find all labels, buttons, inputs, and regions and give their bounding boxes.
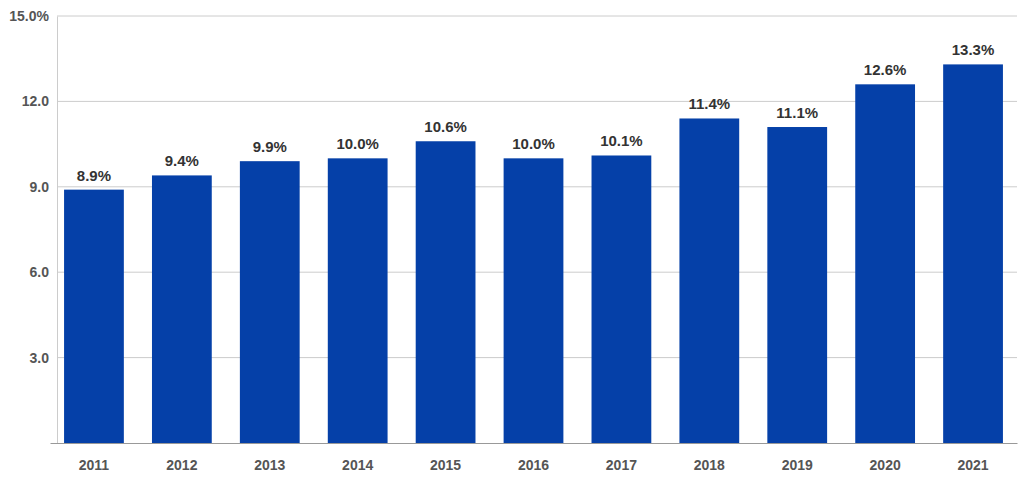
- x-axis-line: [51, 443, 1018, 444]
- bar: [152, 175, 212, 443]
- x-tick: 2017: [606, 457, 637, 473]
- bar: [679, 118, 739, 443]
- bar: [416, 141, 476, 443]
- data-label: 10.1%: [600, 132, 643, 149]
- bar: [240, 161, 300, 443]
- x-tick-label: 2016: [518, 457, 549, 473]
- x-tick-label: 2013: [254, 457, 285, 473]
- x-tick: 2019: [782, 457, 813, 473]
- data-label: 10.0%: [512, 135, 555, 152]
- y-tick: 12.0: [22, 93, 49, 109]
- x-tick: 2016: [518, 457, 549, 473]
- x-tick-label: 2014: [342, 457, 373, 473]
- x-tick-label: 2020: [870, 457, 901, 473]
- data-labels: 8.9% 9.4% 9.9% 10.0% 10.6% 10.0% 10.1% 11.4% 11.…: [77, 41, 994, 183]
- x-tick: 2015: [430, 457, 461, 473]
- bar: [943, 64, 1003, 443]
- data-label: 11.1%: [776, 104, 818, 121]
- y-tick: 3.0: [30, 350, 50, 366]
- y-tick: 15.0%: [9, 8, 49, 24]
- data-label: 11.4%: [688, 95, 730, 112]
- data-label: 9.4%: [165, 152, 199, 169]
- y-tick-label: 9.0: [30, 179, 50, 195]
- x-tick-label: 2011: [79, 457, 110, 473]
- x-tick-label: 2017: [606, 457, 637, 473]
- bar: [767, 127, 827, 443]
- y-tick-label: 12.0: [22, 93, 49, 109]
- x-tick: 2020: [870, 457, 901, 473]
- bar: [504, 158, 564, 443]
- data-label: 10.6%: [424, 118, 467, 135]
- y-tick: 9.0: [30, 179, 50, 195]
- bar: [328, 158, 388, 443]
- x-tick: 2014: [342, 457, 373, 473]
- bar: [592, 155, 652, 443]
- y-tick-label: 15.0%: [9, 8, 49, 24]
- y-axis: 3.0 6.0 9.0 12.0 15.0%: [9, 8, 57, 444]
- x-tick: 2012: [166, 457, 197, 473]
- x-tick: 2013: [254, 457, 285, 473]
- x-tick-label: 2019: [782, 457, 813, 473]
- chart: 3.06.09.012.015.0%2011201220132014201520…: [0, 0, 1024, 488]
- x-tick: 2021: [957, 457, 988, 473]
- data-label: 10.0%: [336, 135, 379, 152]
- data-label: 13.3%: [952, 41, 995, 58]
- data-label: 12.6%: [864, 61, 907, 78]
- bars: [64, 64, 1003, 443]
- y-axis-line: [57, 17, 58, 444]
- y-tick-label: 6.0: [30, 264, 50, 280]
- x-tick-label: 2021: [957, 457, 988, 473]
- bar: [64, 190, 124, 443]
- x-tick: 2018: [694, 457, 725, 473]
- bar: [855, 84, 915, 443]
- y-tick-label: 3.0: [30, 350, 50, 366]
- x-tick-label: 2015: [430, 457, 461, 473]
- y-tick: 6.0: [30, 264, 50, 280]
- data-label: 9.9%: [253, 138, 287, 155]
- x-tick: 2011: [79, 457, 110, 473]
- x-axis: 2011 2012 2013 2014 2015 2016 2017 2018 2019 2020…: [51, 444, 1018, 473]
- x-tick-label: 2012: [166, 457, 197, 473]
- grid-line: [57, 16, 1017, 17]
- x-tick-label: 2018: [694, 457, 725, 473]
- data-label: 8.9%: [77, 167, 111, 184]
